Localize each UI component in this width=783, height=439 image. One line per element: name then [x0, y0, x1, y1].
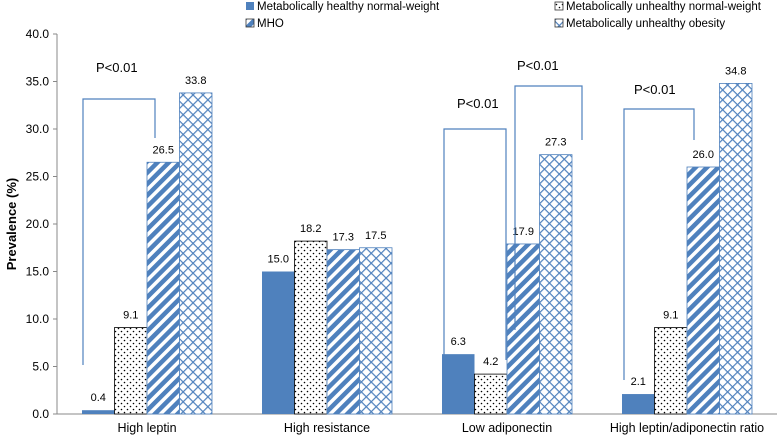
y-tick-label: 20.0 — [26, 217, 50, 231]
data-label: 0.4 — [91, 392, 106, 404]
legend-label: Metabolically unhealthy obesity — [566, 18, 725, 30]
bar — [622, 394, 655, 414]
bar — [474, 373, 508, 415]
significance-bracket — [623, 108, 695, 380]
legend-swatch — [245, 18, 255, 28]
bar — [686, 166, 720, 415]
bar — [114, 327, 148, 415]
data-label: 4.2 — [483, 356, 498, 368]
y-tick-label: 25.0 — [26, 170, 50, 184]
data-label: 2.1 — [631, 376, 646, 388]
y-tick-label: 10.0 — [26, 312, 50, 326]
bar — [442, 354, 475, 414]
legend-label: Metabolically healthy normal-weight — [257, 1, 440, 13]
p-value-label: P<0.01 — [96, 60, 138, 75]
data-label: 17.3 — [333, 232, 354, 244]
legend-label: Metabolically unhealthy normal-weight — [566, 1, 762, 13]
significance-bracket — [82, 98, 156, 365]
bar — [506, 243, 540, 415]
y-tick-label: 5.0 — [32, 360, 49, 374]
bar — [179, 92, 213, 415]
x-tick-label: Low adiponectin — [462, 421, 552, 435]
y-tick-label: 30.0 — [26, 122, 50, 136]
bar — [146, 161, 180, 415]
p-value-label: P<0.01 — [517, 58, 559, 73]
y-axis-title: Prevalence (%) — [4, 178, 19, 271]
bar — [262, 271, 295, 414]
bar — [82, 410, 115, 414]
data-label: 18.2 — [300, 223, 321, 235]
p-value-label: P<0.01 — [457, 96, 499, 111]
data-label: 27.3 — [545, 137, 566, 149]
data-label: 33.8 — [185, 75, 206, 87]
data-label: 15.0 — [268, 254, 289, 266]
y-tick-label: 15.0 — [26, 265, 50, 279]
legend-swatch — [554, 1, 564, 11]
significance-bracket — [443, 128, 507, 370]
bar — [326, 249, 360, 415]
data-label: 26.0 — [693, 149, 714, 161]
bar — [719, 83, 753, 415]
x-tick-label: High leptin — [117, 421, 176, 435]
x-tick-label: High leptin/adiponectin ratio — [610, 421, 764, 435]
data-label: 6.3 — [451, 336, 466, 348]
bar — [359, 247, 393, 415]
data-label: 17.9 — [513, 226, 534, 238]
y-tick-label: 40.0 — [26, 27, 50, 41]
legend-label: MHO — [257, 18, 284, 30]
p-value-label: P<0.01 — [634, 82, 676, 97]
legend-swatch — [554, 18, 564, 28]
bar — [539, 154, 573, 415]
bar — [654, 327, 688, 415]
legend-swatch — [246, 2, 254, 10]
data-label: 9.1 — [663, 310, 678, 322]
data-label: 17.5 — [365, 230, 386, 242]
data-label: 34.8 — [725, 65, 746, 77]
data-label: 9.1 — [123, 310, 138, 322]
y-tick-label: 35.0 — [26, 75, 50, 89]
significance-bracket — [514, 85, 583, 330]
data-label: 26.5 — [153, 144, 174, 156]
y-tick-label: 0.0 — [32, 407, 49, 421]
bar — [294, 240, 328, 415]
x-tick-label: High resistance — [284, 421, 370, 435]
